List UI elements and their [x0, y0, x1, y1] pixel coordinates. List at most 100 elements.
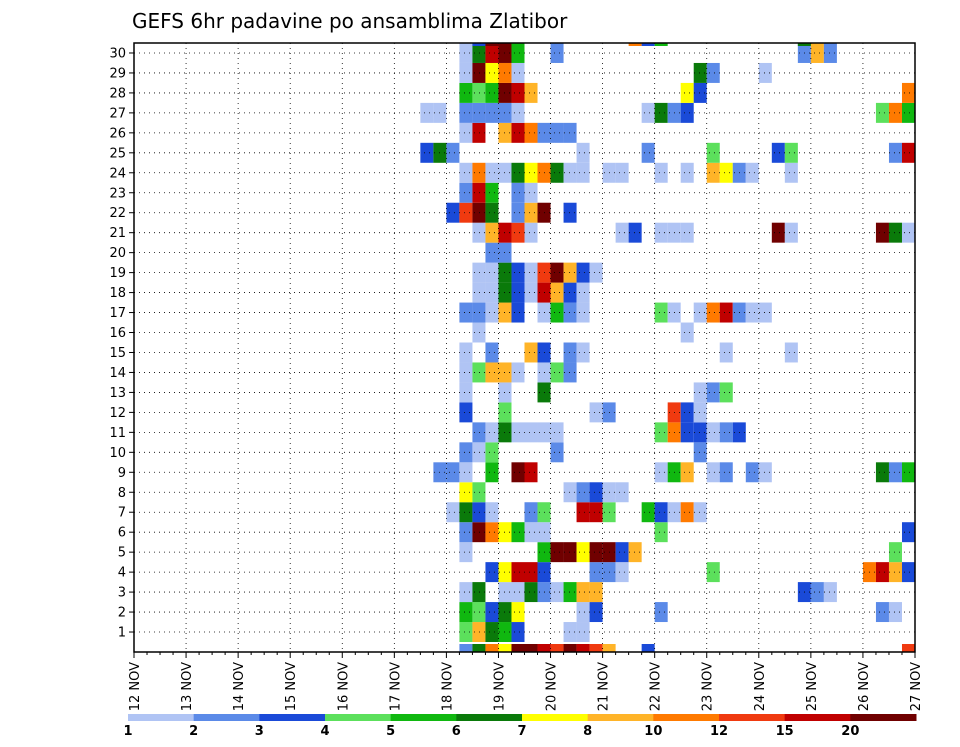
heatmap-cell	[875, 562, 889, 583]
heatmap-cell	[459, 342, 473, 363]
y-tick-label: 6	[118, 526, 126, 541]
heatmap-cell	[719, 302, 733, 323]
heatmap-cell	[745, 302, 759, 323]
x-tick-label: 18 NOV	[440, 662, 455, 711]
heatmap-cell	[485, 202, 499, 223]
heatmap-cell	[511, 562, 525, 583]
heatmap-cell	[459, 462, 473, 483]
legend-swatch	[653, 714, 720, 721]
y-tick-label: 13	[109, 386, 126, 401]
heatmap-cell	[875, 462, 889, 483]
heatmap-cell	[485, 462, 499, 483]
heatmap-cell	[576, 582, 590, 603]
legend-swatch	[587, 714, 654, 721]
heatmap-cell	[550, 442, 564, 463]
heatmap-cell	[472, 82, 486, 103]
heatmap-cell	[888, 602, 902, 623]
heatmap-cell	[420, 102, 434, 123]
x-tick-label: 26 NOV	[857, 662, 872, 711]
heatmap-cell	[472, 482, 486, 503]
heatmap-cell	[901, 562, 915, 583]
heatmap-cell	[485, 222, 499, 243]
heatmap-cell	[563, 262, 577, 283]
heatmap-cell	[628, 222, 642, 243]
legend-swatch	[325, 714, 392, 721]
y-tick-label: 17	[109, 306, 126, 321]
heatmap-cell	[459, 402, 473, 423]
legend-label: 2	[189, 724, 198, 739]
heatmap-cell	[589, 562, 603, 583]
heatmap-cell	[485, 242, 499, 263]
heatmap-cell	[706, 302, 720, 323]
heatmap-cell	[771, 142, 785, 163]
grid-lines	[134, 43, 915, 652]
heatmap-cell	[719, 382, 733, 403]
heatmap-cell	[511, 422, 525, 443]
y-tick-label: 2	[118, 606, 126, 621]
y-tick-label: 11	[109, 426, 126, 441]
heatmap-cell	[680, 82, 694, 103]
heatmap-cell	[459, 202, 473, 223]
heatmap-cell	[589, 644, 603, 652]
heatmap-cell	[875, 222, 889, 243]
heatmap-cell	[563, 362, 577, 383]
heatmap-cell	[472, 622, 486, 642]
heatmap-cell	[472, 43, 486, 46]
heatmap-cell	[706, 382, 720, 403]
y-tick-label: 16	[109, 326, 126, 341]
y-tick-label: 15	[109, 346, 126, 361]
heatmap-cell	[654, 422, 668, 443]
heatmap-cell	[823, 43, 837, 63]
heatmap-cell	[680, 102, 694, 123]
heatmap-cell	[589, 502, 603, 523]
heatmap-cell	[901, 644, 915, 652]
heatmap-cell	[654, 602, 668, 623]
heatmap-cell	[524, 422, 538, 443]
y-tick-label: 7	[118, 506, 126, 521]
heatmap-cell	[641, 102, 655, 123]
heatmap-cell	[485, 43, 499, 63]
legend-label: 12	[710, 724, 728, 739]
heatmap-cell	[472, 602, 486, 623]
heatmap-cell	[459, 82, 473, 103]
y-tick-label: 8	[118, 486, 126, 501]
heatmap-cell	[459, 382, 473, 403]
heatmap-cell	[576, 602, 590, 623]
heatmap-cell	[511, 362, 525, 383]
heatmap-cell	[576, 342, 590, 363]
heatmap-cell	[485, 302, 499, 323]
heatmap-cell	[459, 522, 473, 543]
y-tick-label: 3	[118, 586, 126, 601]
heatmap-cell	[641, 644, 655, 652]
heatmap-cell	[888, 542, 902, 563]
heatmap-cell	[472, 322, 486, 343]
x-tick-label: 15 NOV	[284, 662, 299, 711]
y-tick-label: 23	[109, 186, 126, 201]
y-tick-label: 1	[118, 626, 126, 641]
x-tick-label: 17 NOV	[388, 662, 403, 711]
heatmap-cell	[446, 202, 460, 223]
y-tick-label: 18	[109, 286, 126, 301]
heatmap-cell	[485, 644, 499, 652]
legend-label: 10	[644, 724, 662, 739]
heatmap-cell	[875, 102, 889, 123]
heatmap-cell	[550, 422, 564, 443]
heatmap-cell	[485, 342, 499, 363]
heatmap-cell	[550, 302, 564, 323]
heatmap-cell	[563, 302, 577, 323]
heatmap-cell	[485, 622, 499, 642]
heatmap-cell	[511, 162, 525, 183]
heatmap-cell	[485, 102, 499, 123]
heatmap-cell	[901, 82, 915, 103]
heatmap-cell	[693, 502, 707, 523]
heatmap-cell	[485, 62, 499, 83]
heatmap-cell	[589, 542, 603, 563]
heatmap-cell	[472, 122, 486, 143]
heatmap-cell	[524, 582, 538, 603]
heatmap-cell	[576, 644, 590, 652]
heatmap-cell	[511, 622, 525, 642]
heatmap-cell	[485, 562, 499, 583]
heatmap-cell	[641, 142, 655, 163]
legend-swatch	[193, 714, 260, 721]
